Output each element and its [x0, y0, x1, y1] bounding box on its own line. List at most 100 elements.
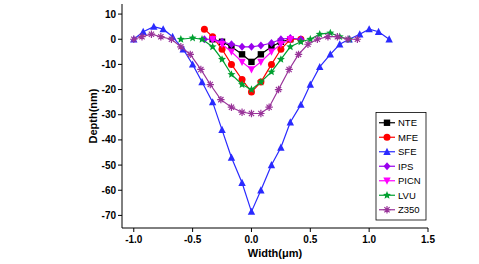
point — [198, 78, 205, 85]
point — [267, 68, 275, 76]
point — [304, 41, 311, 48]
x-tick-label: 1.0 — [362, 234, 376, 245]
legend-label: SFE — [398, 146, 416, 157]
point — [297, 101, 304, 108]
point — [189, 34, 197, 42]
point — [209, 43, 217, 51]
x-axis-title: Width(μm) — [248, 247, 303, 259]
x-tick-label: -1.0 — [125, 234, 143, 245]
point — [139, 28, 146, 35]
x-tick-label: 0.5 — [303, 234, 317, 245]
point — [257, 42, 264, 50]
y-tick-label: -70 — [102, 210, 117, 221]
point — [238, 80, 246, 88]
point — [287, 36, 294, 43]
point — [157, 33, 164, 40]
y-tick — [118, 190, 122, 191]
series-line — [204, 29, 301, 92]
y-axis-title: Depth(nm) — [87, 88, 99, 143]
point — [248, 208, 255, 215]
point — [218, 41, 225, 48]
y-tick-label: -60 — [102, 185, 117, 196]
x-tick — [192, 228, 193, 232]
point — [257, 110, 264, 117]
legend-marker — [384, 134, 391, 141]
point — [218, 55, 226, 63]
y-tick — [118, 39, 122, 40]
point — [207, 81, 214, 88]
point — [257, 78, 265, 86]
series-line — [134, 27, 389, 212]
y-tick-label: -50 — [102, 160, 117, 171]
point — [248, 66, 255, 73]
point — [197, 66, 204, 73]
point — [385, 35, 392, 42]
point — [150, 23, 157, 30]
point — [286, 43, 294, 51]
legend-label: LVU — [398, 190, 416, 201]
y-tick — [118, 64, 122, 65]
y-tick-label: 0 — [110, 34, 116, 45]
point — [307, 81, 314, 88]
point — [209, 36, 216, 43]
legend-marker — [383, 178, 390, 185]
legend-label: Z350 — [398, 204, 420, 215]
point — [217, 96, 224, 103]
x-axis — [122, 228, 428, 229]
point — [148, 31, 155, 38]
point — [275, 86, 282, 93]
point — [287, 36, 294, 43]
point — [268, 49, 275, 56]
y-tick-label: -20 — [102, 84, 117, 95]
point — [239, 43, 246, 51]
y-axis — [122, 4, 123, 228]
y-tick-label: -30 — [102, 109, 117, 120]
point — [334, 33, 341, 40]
point — [228, 49, 235, 56]
point — [285, 66, 292, 73]
point — [201, 26, 208, 33]
legend-label: IPS — [398, 161, 413, 172]
y-tick — [118, 89, 122, 90]
point — [228, 154, 235, 161]
point — [238, 59, 245, 66]
point — [130, 35, 137, 42]
y-tick — [118, 215, 122, 216]
point — [130, 36, 137, 43]
point — [375, 28, 382, 35]
point — [248, 43, 255, 51]
point — [297, 38, 305, 46]
point — [209, 98, 216, 105]
point — [209, 36, 215, 42]
point — [218, 126, 225, 133]
point — [277, 41, 284, 48]
point — [277, 143, 284, 150]
point — [177, 43, 184, 50]
y-tick-label: 10 — [105, 9, 117, 20]
legend-marker — [384, 120, 390, 126]
series-line — [213, 39, 291, 69]
point — [159, 25, 166, 32]
point — [316, 63, 323, 70]
point — [354, 36, 361, 43]
y-tick — [118, 14, 122, 15]
plot-area — [130, 23, 393, 215]
point — [247, 85, 255, 93]
series-line — [213, 39, 291, 62]
point — [365, 25, 372, 32]
point — [248, 59, 254, 65]
x-tick — [251, 228, 252, 232]
point — [277, 55, 285, 63]
point — [248, 110, 255, 117]
point — [314, 36, 321, 43]
point — [295, 51, 302, 58]
point — [268, 161, 275, 168]
point — [187, 51, 194, 58]
point — [228, 40, 235, 48]
y-tick — [118, 139, 122, 140]
x-tick — [428, 228, 429, 232]
chart: -1.0-0.50.00.51.01.5100-10-20-30-40-50-6… — [0, 0, 479, 264]
point — [239, 51, 245, 57]
point — [209, 35, 216, 43]
y-tick-label: -40 — [102, 134, 117, 145]
